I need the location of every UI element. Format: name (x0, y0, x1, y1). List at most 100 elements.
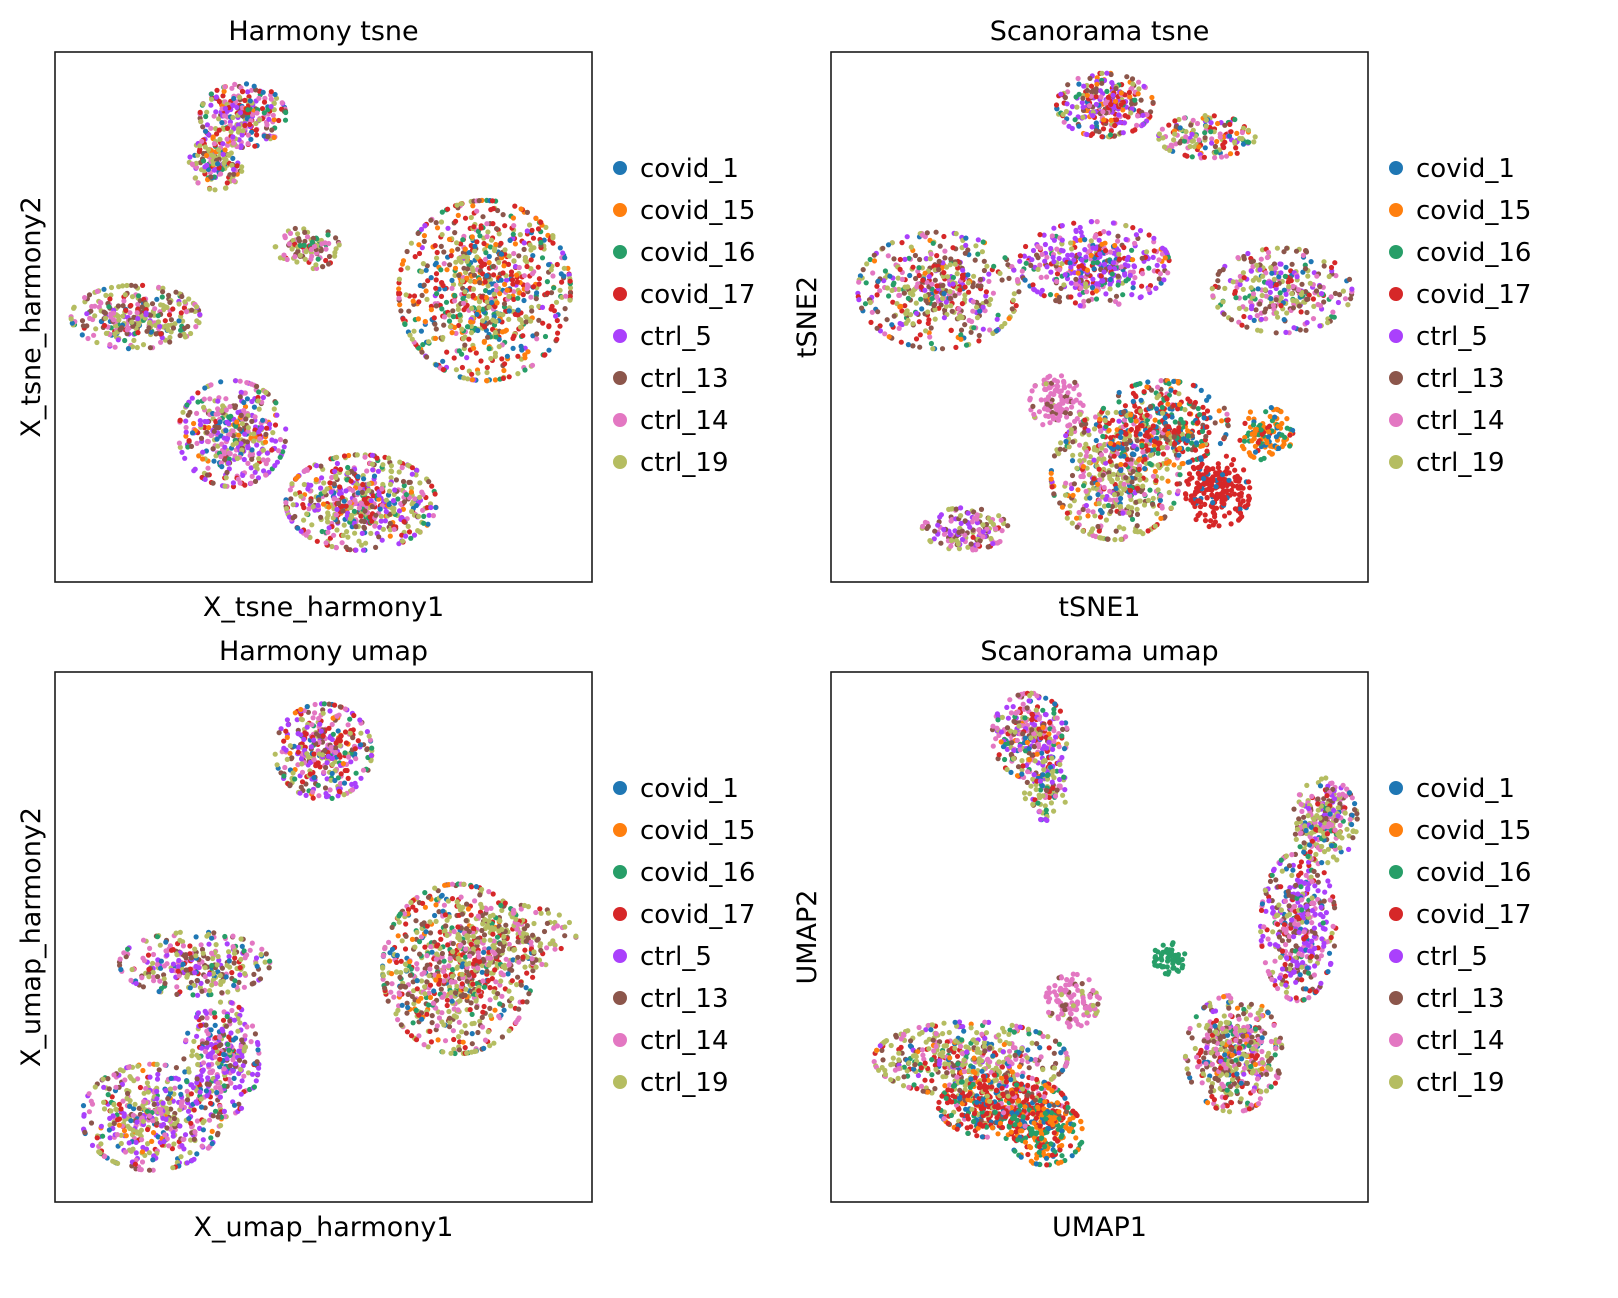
data-point (234, 163, 240, 169)
data-point (461, 300, 467, 306)
data-point (1132, 240, 1138, 246)
data-point (313, 262, 319, 268)
data-point (478, 225, 484, 231)
data-point (862, 301, 869, 307)
data-point (1148, 451, 1155, 457)
data-point (112, 331, 118, 337)
data-point (971, 325, 977, 331)
data-point (1136, 466, 1142, 472)
data-point (1094, 447, 1100, 453)
data-point (1172, 118, 1178, 124)
data-point (533, 296, 539, 302)
data-point (1120, 292, 1126, 298)
data-point (86, 292, 93, 298)
data-point (195, 399, 201, 405)
data-point (1328, 264, 1335, 271)
data-point (223, 157, 229, 163)
data-point (515, 353, 521, 359)
data-point (1226, 133, 1233, 139)
data-point (1148, 109, 1154, 115)
data-point (1208, 129, 1214, 135)
data-point (1110, 92, 1116, 98)
scatter-points (68, 81, 574, 553)
data-point (1082, 237, 1088, 243)
data-point (1154, 510, 1160, 517)
data-point (396, 469, 402, 475)
data-point (1083, 254, 1089, 260)
data-point (1099, 80, 1105, 86)
data-point (232, 81, 238, 87)
data-point (1064, 515, 1070, 521)
data-point (488, 355, 494, 362)
data-point (197, 312, 203, 318)
data-point (371, 473, 378, 479)
data-point (408, 240, 414, 246)
data-point (390, 498, 397, 504)
data-point (292, 225, 298, 232)
data-point (304, 466, 310, 472)
data-point (952, 261, 958, 267)
data-point (979, 249, 986, 255)
data-point (1165, 270, 1171, 276)
legend-label: covid_1 (640, 154, 739, 184)
data-point (1079, 100, 1085, 106)
data-point (954, 271, 960, 277)
data-point (968, 329, 974, 335)
data-point (926, 317, 932, 323)
data-point (1224, 411, 1230, 417)
data-point (176, 301, 182, 307)
data-point (200, 456, 206, 462)
data-point (361, 518, 367, 525)
data-point (231, 166, 237, 173)
data-point (981, 258, 987, 264)
data-point (530, 284, 537, 290)
data-point (340, 508, 346, 514)
data-point (1113, 117, 1120, 123)
data-point (205, 147, 211, 153)
data-point (910, 264, 916, 270)
data-point (375, 468, 381, 474)
data-point (1176, 391, 1182, 397)
data-point (265, 134, 271, 140)
data-point (897, 304, 903, 310)
data-point (1084, 92, 1090, 98)
data-point (1289, 291, 1295, 297)
data-point (396, 541, 402, 547)
data-point (1129, 479, 1135, 485)
data-point (421, 238, 427, 244)
data-point (1100, 472, 1106, 478)
data-point (198, 119, 204, 125)
data-point (1257, 267, 1263, 273)
data-point (252, 478, 259, 484)
data-point (554, 261, 560, 268)
data-point (910, 321, 916, 327)
data-point (361, 496, 367, 502)
data-point (292, 254, 298, 260)
data-point (1126, 510, 1132, 516)
data-point (1152, 523, 1158, 529)
legend-label: ctrl_5 (640, 322, 712, 352)
legend-marker (613, 455, 627, 469)
data-point (102, 310, 108, 316)
data-point (1221, 134, 1227, 140)
data-point (1346, 276, 1353, 282)
data-point (1110, 471, 1117, 477)
data-point (201, 158, 207, 164)
data-point (1091, 266, 1097, 272)
data-point (221, 448, 227, 454)
data-point (1136, 79, 1142, 85)
data-point (143, 301, 149, 307)
data-point (563, 293, 569, 299)
data-point (1115, 238, 1121, 244)
data-point (261, 110, 267, 116)
data-point (957, 287, 963, 293)
legend-marker (613, 329, 627, 343)
data-point (222, 147, 228, 153)
data-point (907, 272, 913, 279)
data-point (524, 209, 531, 215)
data-point (1099, 134, 1105, 140)
legend-marker (613, 413, 627, 427)
data-point (1125, 263, 1131, 269)
data-point (425, 521, 431, 527)
